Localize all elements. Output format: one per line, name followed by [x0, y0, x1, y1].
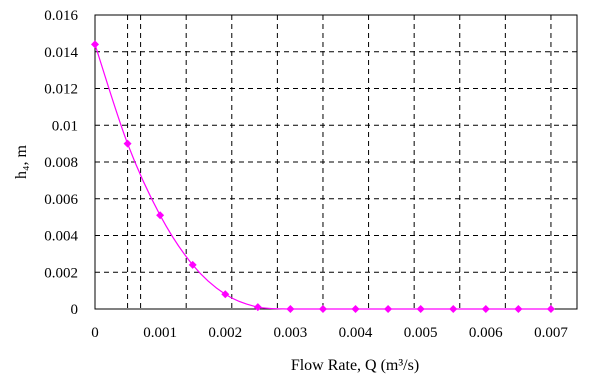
data-point-9: [384, 305, 393, 313]
data-point-5: [253, 303, 262, 312]
x-tick-label: 0: [91, 325, 99, 341]
x-tick-labels: 0 0.001 0.002 0.003 0.004 0.005 0.006 0.007: [91, 325, 568, 341]
y-tick-label: 0: [71, 302, 79, 318]
y-tick-label: 0.01: [52, 118, 78, 134]
x-tick-label: 0.001: [143, 325, 177, 341]
plot-area: [95, 15, 577, 309]
y-tick-label: 0.006: [44, 192, 78, 208]
x-tick-label: 0.003: [274, 325, 308, 341]
data-point-4: [221, 290, 230, 299]
y-tick-label: 0.012: [44, 82, 78, 98]
y-tick-label: 0.002: [44, 265, 78, 281]
data-point-13: [514, 305, 523, 313]
x-axis-title: Flow Rate, Q (m³/s): [291, 357, 419, 374]
y-tick-label: 0.016: [44, 8, 78, 24]
y-axis-title: h₄, m: [13, 144, 30, 179]
data-point-2: [156, 211, 165, 220]
x-tick-label: 0.004: [339, 325, 373, 341]
series-points: [91, 40, 555, 313]
gridlines: [95, 15, 577, 309]
data-point-14: [546, 305, 555, 313]
data-point-8: [351, 305, 360, 313]
data-point-11: [449, 305, 458, 313]
data-point-1: [123, 139, 132, 148]
y-tick-label: 0.004: [44, 229, 78, 245]
y-tick-label: 0.014: [44, 45, 78, 61]
x-tick-label: 0.006: [469, 325, 503, 341]
data-point-12: [481, 305, 490, 313]
data-point-6: [286, 305, 295, 313]
data-point-0: [91, 40, 99, 49]
x-tick-label: 0.002: [208, 325, 242, 341]
data-point-3: [188, 260, 197, 269]
x-tick-label: 0.005: [404, 325, 438, 341]
y-tick-label: 0.008: [44, 155, 78, 171]
x-tick-label: 0.007: [534, 325, 568, 341]
data-point-7: [318, 305, 327, 313]
y-tick-labels: 0 0.002 0.004 0.006 0.008 0.01 0.012 0.014 0.016: [44, 8, 78, 318]
data-point-10: [416, 305, 425, 313]
